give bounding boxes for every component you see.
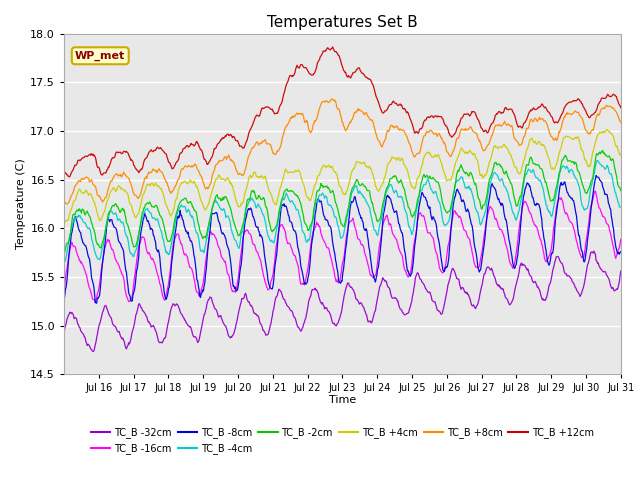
Text: WP_met: WP_met <box>75 51 125 61</box>
Title: Temperatures Set B: Temperatures Set B <box>267 15 418 30</box>
Legend: TC_B -32cm, TC_B -16cm, TC_B -8cm, TC_B -4cm, TC_B -2cm, TC_B +4cm, TC_B +8cm, T: TC_B -32cm, TC_B -16cm, TC_B -8cm, TC_B … <box>87 423 598 458</box>
Y-axis label: Temperature (C): Temperature (C) <box>16 158 26 250</box>
X-axis label: Time: Time <box>329 395 356 405</box>
